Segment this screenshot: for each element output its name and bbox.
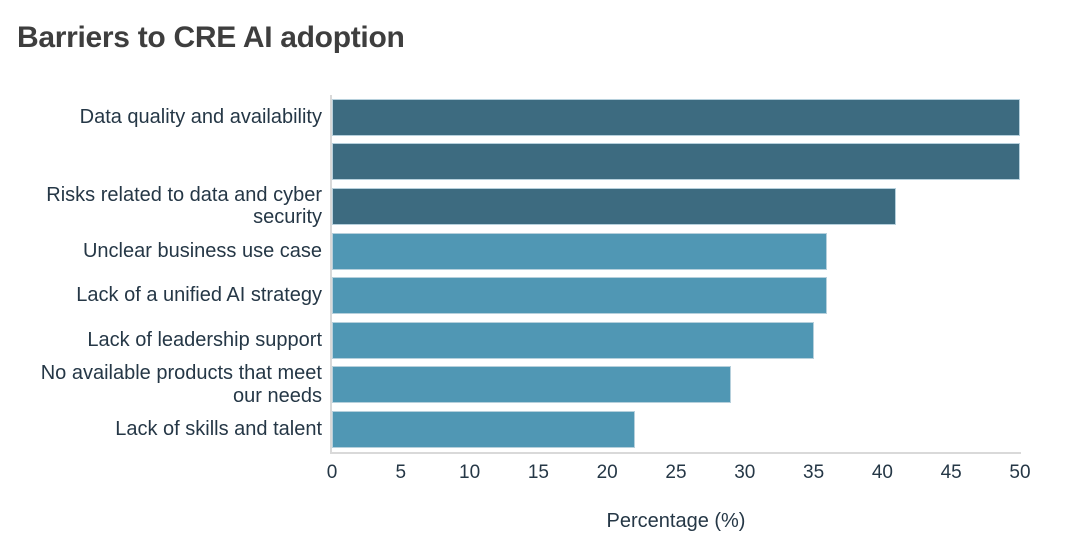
chart-title: Barriers to CRE AI adoption bbox=[17, 21, 405, 54]
bar-row: Risks related to data and cyber security bbox=[0, 184, 1020, 229]
bar bbox=[332, 410, 635, 448]
bar bbox=[332, 277, 828, 315]
y-axis-line bbox=[330, 95, 332, 454]
bar-track bbox=[332, 98, 1020, 136]
bar-row bbox=[0, 140, 1020, 185]
bar bbox=[332, 232, 828, 270]
x-tick-label: 45 bbox=[940, 462, 962, 483]
x-tick-label: 30 bbox=[734, 462, 756, 483]
category-label: Data quality and availability bbox=[79, 106, 322, 129]
x-tick-label: 15 bbox=[527, 462, 549, 483]
category-label: Unclear business use case bbox=[82, 239, 322, 262]
bar bbox=[332, 366, 732, 404]
bar bbox=[332, 187, 897, 225]
bar-track bbox=[332, 187, 1020, 225]
category-label: No available products that meet our need… bbox=[40, 362, 322, 407]
x-axis-title: Percentage (%) bbox=[606, 510, 746, 532]
x-tick-label: 35 bbox=[803, 462, 825, 483]
bar-track bbox=[332, 232, 1020, 270]
bar bbox=[332, 98, 1020, 136]
bar-row: Lack of skills and talent bbox=[0, 407, 1020, 452]
x-tick-label: 40 bbox=[871, 462, 893, 483]
x-axis-line bbox=[330, 452, 1021, 454]
bar bbox=[332, 143, 1020, 181]
category-label: Lack of a unified AI strategy bbox=[76, 284, 322, 307]
bar-track bbox=[332, 277, 1020, 315]
x-tick-label: 0 bbox=[326, 462, 338, 483]
bar-row: Lack of a unified AI strategy bbox=[0, 273, 1020, 318]
bar-row: No available products that meet our need… bbox=[0, 362, 1020, 408]
bar-track bbox=[332, 410, 1020, 448]
bar bbox=[332, 321, 814, 359]
category-label: Risks related to data and cyber security bbox=[46, 184, 322, 229]
bar-track bbox=[332, 321, 1020, 359]
category-label: Lack of skills and talent bbox=[115, 418, 322, 441]
bar-rows: Data quality and availability Risks relat… bbox=[0, 95, 1020, 452]
bar-row: Lack of leadership support bbox=[0, 318, 1020, 363]
bar-track bbox=[332, 366, 1020, 404]
x-ticks: 0 5 10 15 20 25 30 35 40 45 50 bbox=[327, 462, 1031, 486]
bar-row: Data quality and availability bbox=[0, 95, 1020, 140]
x-tick-label: 20 bbox=[596, 462, 618, 483]
bar-row: Unclear business use case bbox=[0, 229, 1020, 274]
category-label: Lack of leadership support bbox=[87, 329, 322, 352]
x-tick-label: 5 bbox=[395, 462, 407, 483]
bar-track bbox=[332, 143, 1020, 181]
x-tick-label: 50 bbox=[1009, 462, 1031, 483]
x-tick-label: 25 bbox=[665, 462, 687, 483]
x-tick-label: 10 bbox=[459, 462, 481, 483]
